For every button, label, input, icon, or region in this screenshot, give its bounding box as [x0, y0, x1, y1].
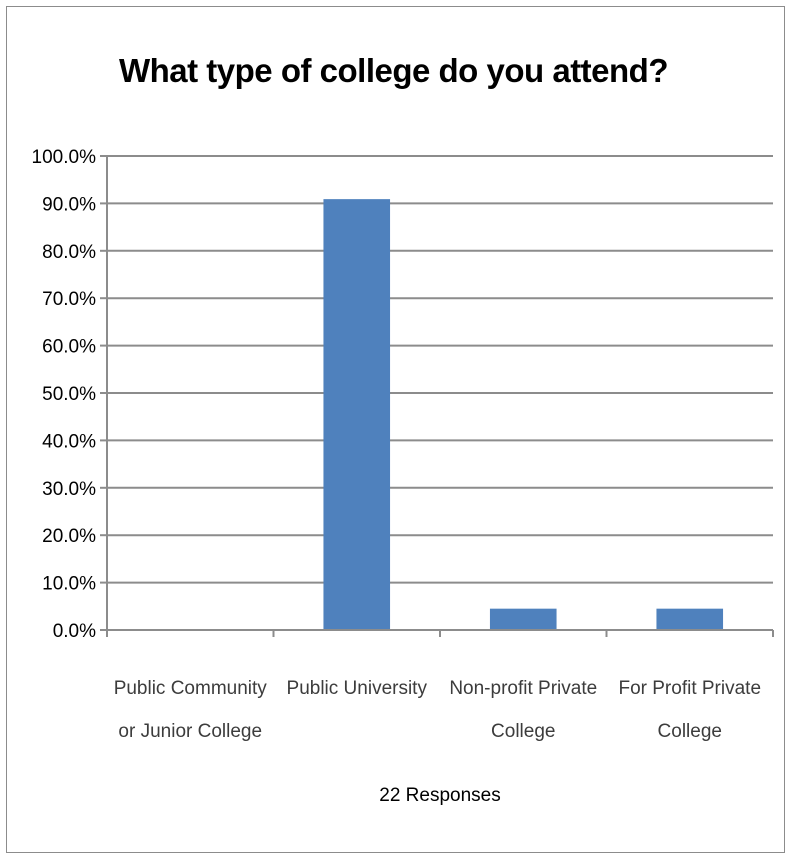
- x-category-label: Public University: [287, 678, 428, 699]
- x-category-label: or Junior College: [118, 721, 262, 742]
- x-axis-title: 22 Responses: [379, 785, 500, 806]
- x-category-label: Public Community: [114, 678, 268, 699]
- y-tick-label: 40.0%: [42, 431, 96, 452]
- chart-title: What type of college do you attend?: [118, 52, 669, 89]
- gridlines: [107, 155, 773, 584]
- bars: [323, 199, 724, 630]
- y-tick-label: 10.0%: [42, 574, 96, 595]
- x-category-label: College: [491, 721, 555, 742]
- y-tick-label: 80.0%: [42, 242, 96, 263]
- y-tick-label: 20.0%: [42, 526, 96, 547]
- x-category-label: Non-profit Private: [449, 678, 597, 699]
- labels: 0.0% 10.0% 20.0% 30.0% 40.0% 50.0% 60.0% 70.0% 8…: [32, 147, 761, 806]
- y-tick-label: 30.0%: [42, 479, 96, 500]
- y-tick-label: 100.0%: [32, 147, 97, 168]
- y-tick-label: 60.0%: [42, 337, 96, 358]
- bar: [323, 199, 391, 630]
- axes: [100, 155, 774, 637]
- y-tick-label: 70.0%: [42, 289, 96, 310]
- x-category-label: College: [658, 721, 722, 742]
- bar: [656, 608, 724, 630]
- x-category-label: For Profit Private: [618, 678, 761, 699]
- bar: [489, 608, 557, 630]
- y-tick-label: 0.0%: [53, 621, 96, 642]
- y-tick-label: 90.0%: [42, 194, 96, 215]
- chart-frame: [6, 6, 785, 853]
- y-tick-label: 50.0%: [42, 384, 96, 405]
